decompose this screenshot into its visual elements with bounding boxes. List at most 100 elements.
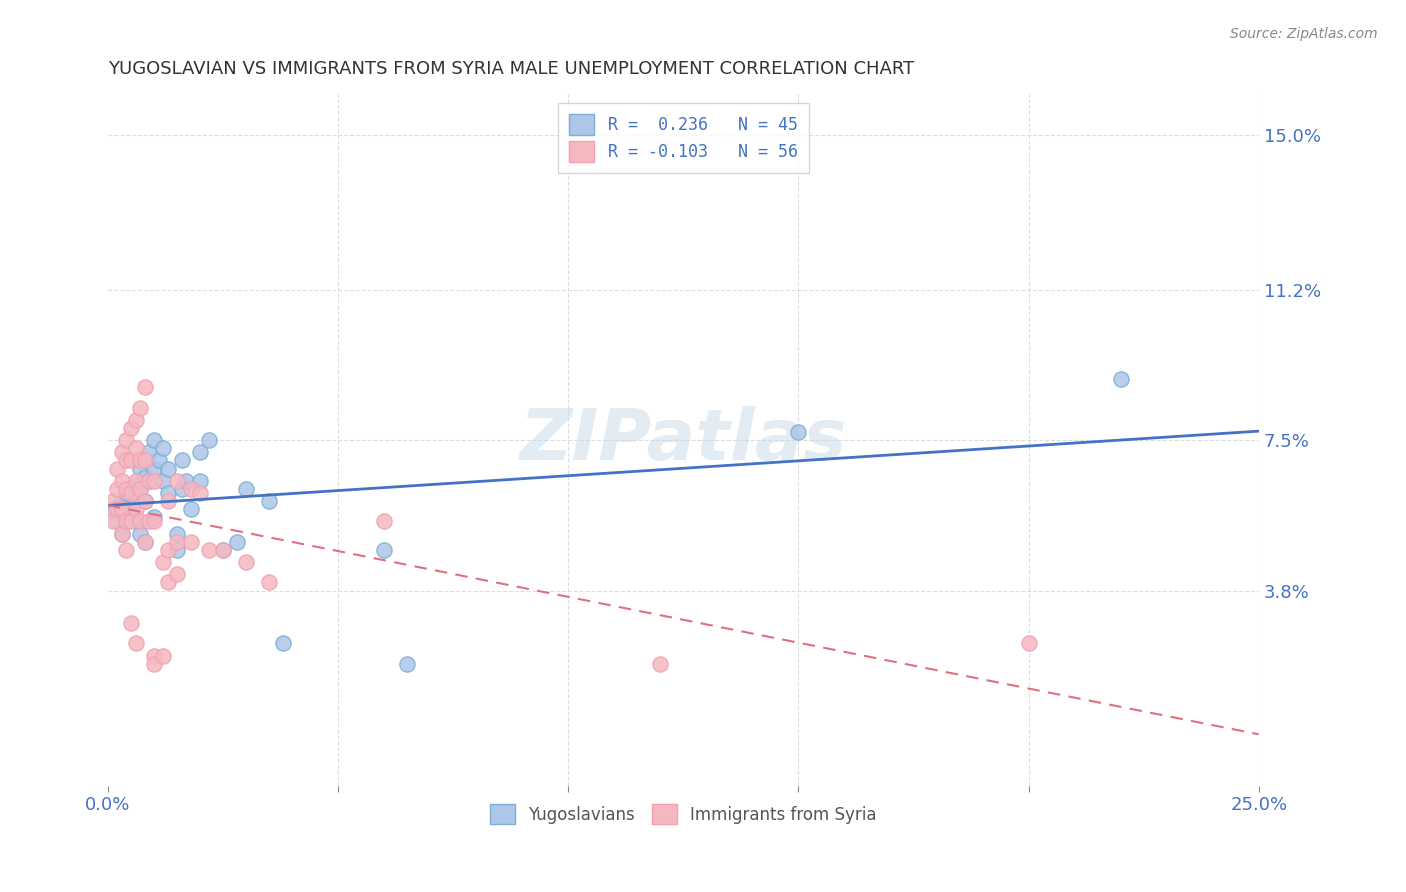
Point [124,442,146,456]
Point [111,502,134,516]
Point [134,534,156,549]
Point [180,502,202,516]
Point [156,494,179,508]
Point [166,542,188,557]
Point [115,482,138,496]
Point [129,453,152,467]
Point [188,445,211,459]
Legend: Yugoslavians, Immigrants from Syria: Yugoslavians, Immigrants from Syria [482,796,884,833]
Point [115,502,138,516]
Point [156,486,179,500]
Point [170,453,193,467]
Point [129,401,152,415]
Point [143,461,166,475]
Point [188,474,211,488]
Point [134,534,156,549]
Point [138,474,160,488]
Point [120,616,142,631]
Point [111,445,134,459]
Point [129,515,152,529]
Point [396,657,419,671]
Point [148,453,170,467]
Point [373,542,395,557]
Point [156,575,179,590]
Point [212,542,235,557]
Point [143,510,166,524]
Point [124,636,146,650]
Text: YUGOSLAVIAN VS IMMIGRANTS FROM SYRIA MALE UNEMPLOYMENT CORRELATION CHART: YUGOSLAVIAN VS IMMIGRANTS FROM SYRIA MAL… [108,60,914,78]
Point [115,433,138,447]
Point [134,494,156,508]
Point [124,474,146,488]
Point [105,461,128,475]
Point [138,515,160,529]
Point [120,453,142,467]
Point [134,380,156,394]
Point [101,515,124,529]
Point [225,534,247,549]
Point [152,442,174,456]
Point [115,486,138,500]
Point [1018,636,1040,650]
Point [124,515,146,529]
Point [373,515,395,529]
Point [650,657,672,671]
Point [124,413,146,427]
Point [271,636,294,650]
Point [152,474,174,488]
Point [152,555,174,569]
Point [124,494,146,508]
Text: ZIPatlas: ZIPatlas [520,406,846,475]
Point [120,486,142,500]
Point [180,482,202,496]
Point [124,502,146,516]
Point [115,542,138,557]
Point [124,478,146,492]
Point [198,542,221,557]
Text: Source: ZipAtlas.com: Source: ZipAtlas.com [1230,27,1378,41]
Point [111,494,134,508]
Point [143,474,166,488]
Point [152,648,174,663]
Point [1109,372,1132,386]
Point [111,526,134,541]
Point [166,526,188,541]
Point [198,433,221,447]
Point [129,482,152,496]
Point [134,494,156,508]
Point [120,515,142,529]
Point [235,482,257,496]
Point [156,461,179,475]
Point [134,469,156,483]
Point [257,494,280,508]
Point [129,461,152,475]
Point [212,542,235,557]
Point [170,482,193,496]
Point [166,474,188,488]
Point [129,482,152,496]
Point [257,575,280,590]
Point [115,515,138,529]
Point [101,502,124,516]
Point [129,526,152,541]
Point [115,453,138,467]
Point [235,555,257,569]
Point [156,542,179,557]
Point [105,482,128,496]
Point [111,526,134,541]
Point [120,506,142,520]
Point [138,445,160,459]
Point [143,515,166,529]
Point [143,648,166,663]
Point [120,421,142,435]
Point [188,486,211,500]
Point [105,502,128,516]
Point [111,474,134,488]
Point [138,474,160,488]
Point [101,494,124,508]
Point [143,657,166,671]
Point [134,453,156,467]
Point [787,425,810,439]
Point [143,433,166,447]
Point [120,482,142,496]
